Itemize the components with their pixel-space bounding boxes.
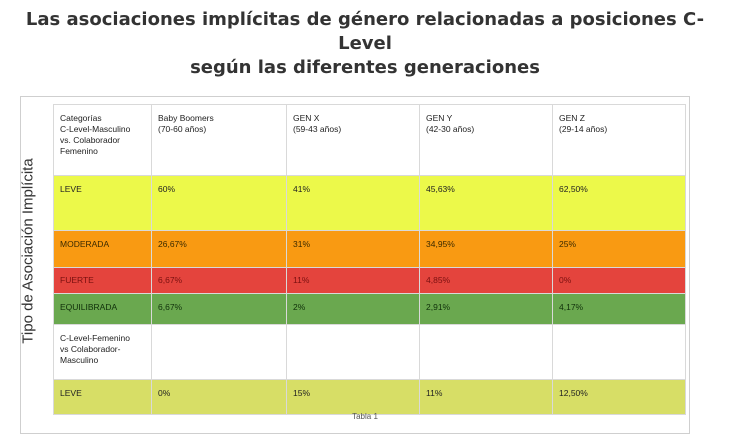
table-cell: 15%	[286, 379, 420, 415]
header-gen-z: GEN Z (29-14 años)	[552, 104, 686, 176]
table-row: MODERADA 26,67% 31% 34,95% 25%	[53, 230, 686, 268]
table-cell: 0%	[552, 267, 686, 294]
empty-cell	[552, 324, 686, 380]
header-baby-boomers: Baby Boomers (70-60 años)	[151, 104, 287, 176]
table-cell: 11%	[419, 379, 553, 415]
row-label: FUERTE	[53, 267, 152, 294]
empty-cell	[286, 324, 420, 380]
empty-cell	[151, 324, 287, 380]
table-cell: 34,95%	[419, 230, 553, 268]
category-header-2: C-Level-Femenino vs Colaborador- Masculi…	[53, 324, 152, 380]
table-cell: 25%	[552, 230, 686, 268]
row-label: LEVE	[53, 379, 152, 415]
table-cell: 26,67%	[151, 230, 287, 268]
table-cell: 0%	[151, 379, 287, 415]
table-cell: 6,67%	[151, 293, 287, 325]
table-cell: 45,63%	[419, 175, 553, 231]
table-row: LEVE 60% 41% 45,63% 62,50%	[53, 175, 686, 231]
table-cell: 2,91%	[419, 293, 553, 325]
header-gen-x: GEN X (59-43 años)	[286, 104, 420, 176]
header-row: Categorías C-Level-Masculino vs. Colabor…	[53, 104, 686, 176]
table-frame	[20, 96, 690, 434]
table-cell: 41%	[286, 175, 420, 231]
table-caption: Tabla 1	[352, 412, 378, 421]
row-label: LEVE	[53, 175, 152, 231]
table-row: EQUILIBRADA 6,67% 2% 2,91% 4,17%	[53, 293, 686, 325]
table-cell: 62,50%	[552, 175, 686, 231]
table-cell: 12,50%	[552, 379, 686, 415]
table-cell: 4,17%	[552, 293, 686, 325]
table-row: LEVE 0% 15% 11% 12,50%	[53, 379, 686, 415]
table-cell: 2%	[286, 293, 420, 325]
table-cell: 60%	[151, 175, 287, 231]
table-cell: 11%	[286, 267, 420, 294]
association-table: Categorías C-Level-Masculino vs. Colabor…	[53, 104, 686, 415]
y-axis-label: Tipo de Asociación Implícita	[0, 96, 58, 406]
table-cell: 31%	[286, 230, 420, 268]
table-row: FUERTE 6,67% 11% 4,85% 0%	[53, 267, 686, 294]
title-line-1: Las asociaciones implícitas de género re…	[25, 9, 705, 54]
table-cell: 6,67%	[151, 267, 287, 294]
y-axis-label-text: Tipo de Asociación Implícita	[19, 158, 37, 344]
table-cell: 4,85%	[419, 267, 553, 294]
header-row-2: C-Level-Femenino vs Colaborador- Masculi…	[53, 324, 686, 380]
row-label: EQUILIBRADA	[53, 293, 152, 325]
empty-cell	[419, 324, 553, 380]
row-label: MODERADA	[53, 230, 152, 268]
page-title: Las asociaciones implícitas de género re…	[0, 8, 730, 80]
category-header: Categorías C-Level-Masculino vs. Colabor…	[53, 104, 152, 176]
title-line-2: según las diferentes generaciones	[190, 57, 540, 78]
header-gen-y: GEN Y (42-30 años)	[419, 104, 553, 176]
